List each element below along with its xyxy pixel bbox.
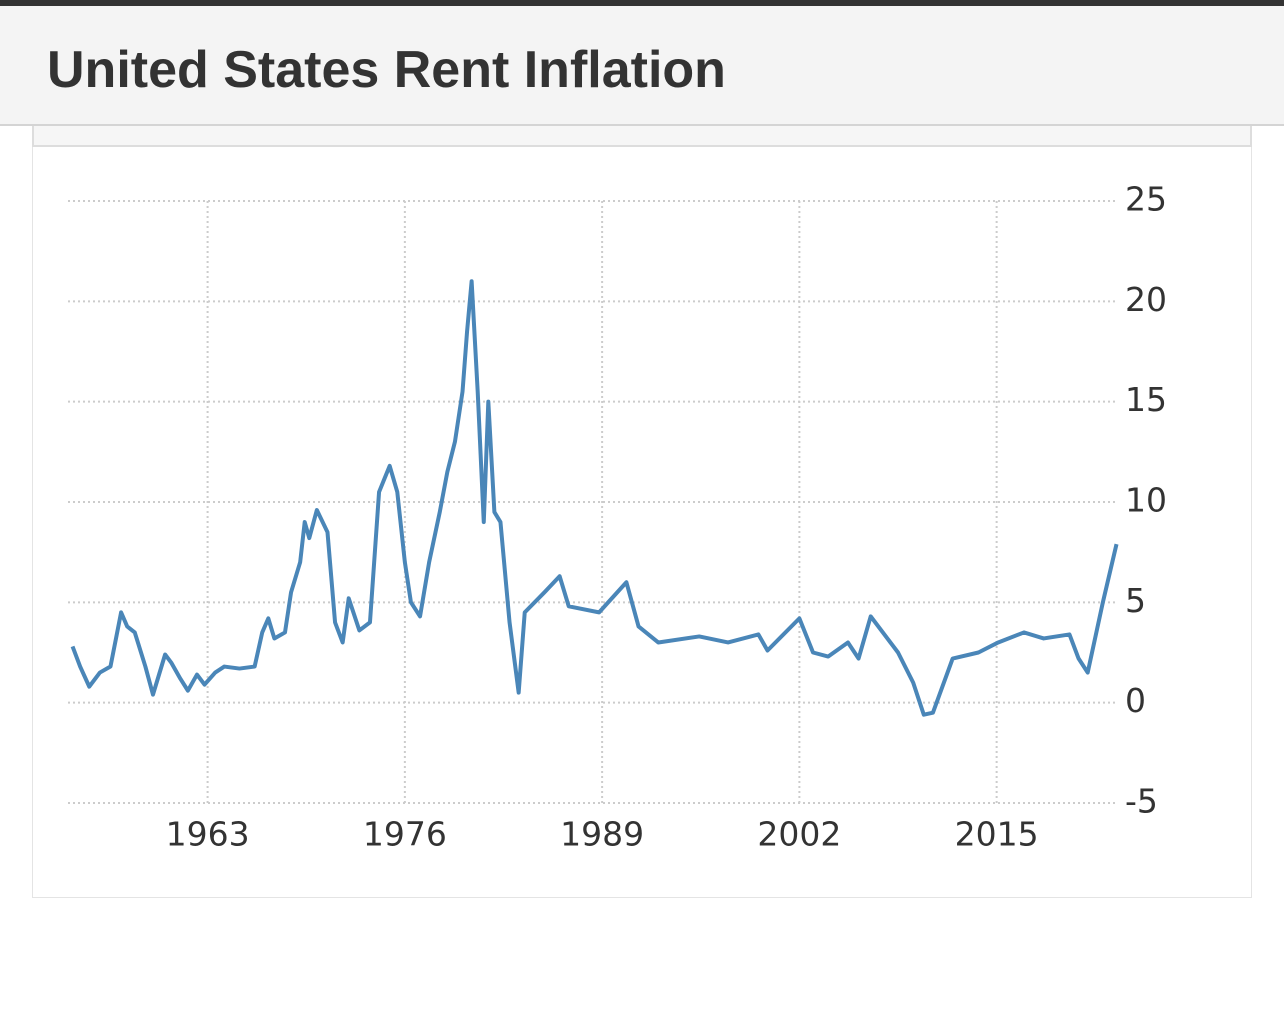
chart-panel xyxy=(32,126,1252,898)
x-tick-label: 1989 xyxy=(560,815,644,854)
x-tick-label: 2002 xyxy=(757,815,841,854)
line xyxy=(70,279,1119,717)
chart-title: United States Rent Inflation xyxy=(47,41,726,99)
y-tick-label: 10 xyxy=(1125,481,1167,520)
x-tick-label: 2015 xyxy=(955,815,1039,854)
x-tick-label: 1976 xyxy=(363,815,447,854)
x-tick-label: 1963 xyxy=(166,815,250,854)
panel-bar xyxy=(32,126,1252,147)
top-bar xyxy=(0,0,1284,6)
y-tick-label: 15 xyxy=(1125,380,1167,419)
y-tick-label: -5 xyxy=(1125,782,1158,821)
y-tick-label: 5 xyxy=(1125,581,1146,620)
y-tick-label: 20 xyxy=(1125,280,1167,319)
header: United States Rent Inflation xyxy=(0,6,1284,126)
y-tick-label: 0 xyxy=(1125,681,1146,720)
y-tick-label: 25 xyxy=(1125,180,1167,219)
